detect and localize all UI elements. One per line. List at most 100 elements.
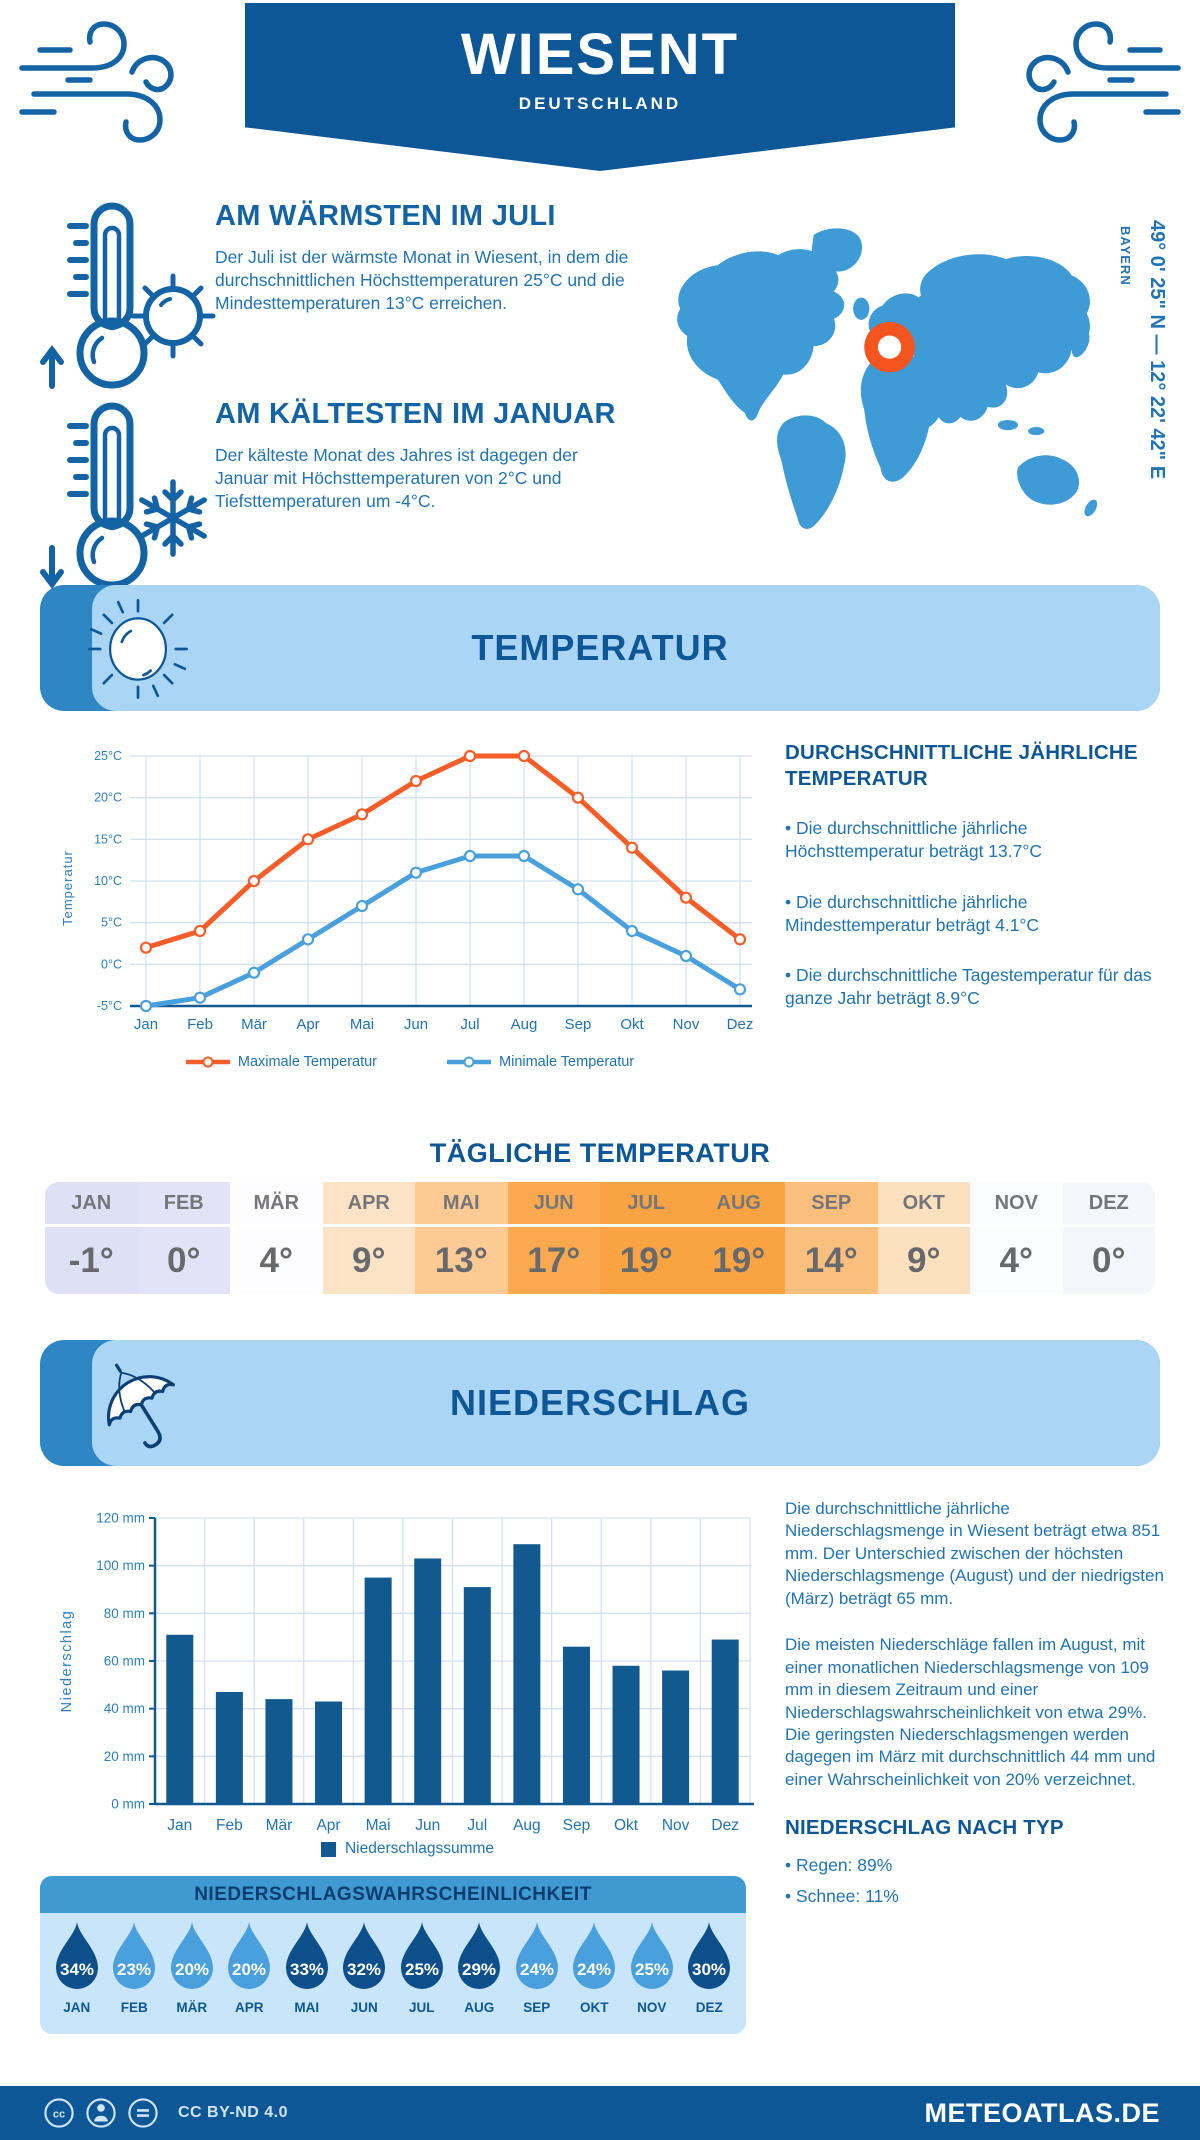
svg-text:Sep: Sep — [565, 1016, 592, 1033]
svg-text:20%: 20% — [175, 1960, 209, 1979]
daily-temperature-cell: JUL 19° — [600, 1182, 693, 1294]
header-banner: WIESENT DEUTSCHLAND — [245, 3, 955, 171]
svg-text:5°C: 5°C — [101, 916, 122, 930]
probability-drop: 32% JUN — [336, 1919, 394, 2015]
svg-text:24%: 24% — [520, 1960, 554, 1979]
svg-text:Jan: Jan — [134, 1016, 158, 1033]
annual-bullet: • Die durchschnittliche jährliche Höchst… — [785, 818, 1042, 861]
svg-text:Temperatur: Temperatur — [60, 850, 75, 926]
daily-temperature-cell: NOV 4° — [970, 1182, 1063, 1294]
svg-text:10°C: 10°C — [94, 874, 122, 888]
svg-text:Dez: Dez — [727, 1016, 754, 1033]
coldest-title: AM KÄLTESTEN IM JANUAR — [215, 398, 616, 430]
precipitation-section-title: NIEDERSCHLAG — [449, 1382, 751, 1423]
svg-text:30%: 30% — [692, 1960, 726, 1979]
probability-drop: 24% SEP — [508, 1919, 566, 2015]
region-label: BAYERN — [1118, 226, 1133, 286]
svg-text:Mär: Mär — [241, 1016, 267, 1033]
warmest-title: AM WÄRMSTEN IM JULI — [215, 200, 556, 232]
svg-text:60 mm: 60 mm — [104, 1654, 145, 1669]
svg-text:29%: 29% — [462, 1960, 496, 1979]
svg-text:Sep: Sep — [563, 1817, 591, 1834]
precipitation-type-bullet: • Schnee: 11% — [785, 1885, 899, 1906]
precipitation-chart: 0 mm 20 mm 40 mm 60 mm 80 mm 100 mm 120 mm Jan F… — [59, 1511, 754, 1834]
svg-text:20%: 20% — [232, 1960, 266, 1979]
svg-text:Feb: Feb — [187, 1016, 213, 1033]
svg-text:Aug: Aug — [513, 1817, 541, 1834]
svg-text:Jul: Jul — [460, 1016, 479, 1033]
svg-text:25°C: 25°C — [94, 749, 122, 763]
svg-text:Jul: Jul — [467, 1817, 487, 1834]
temperature-section-banner: TEMPERATUR — [40, 585, 1160, 711]
probability-drop: 33% MAI — [278, 1919, 336, 2015]
svg-text:100 mm: 100 mm — [96, 1558, 145, 1573]
svg-text:80 mm: 80 mm — [104, 1606, 145, 1621]
precipitation-legend: Niederschlagssumme — [55, 1840, 760, 1858]
legend-item: Minimale Temperatur — [447, 1054, 634, 1070]
cc-license-icons: cc — [42, 2096, 160, 2130]
svg-text:Apr: Apr — [316, 1817, 340, 1834]
location-marker — [864, 321, 915, 373]
probability-drop: 29% AUG — [451, 1919, 509, 2015]
legend-item: Maximale Temperatur — [185, 1054, 377, 1070]
precipitation-type-bullet: • Regen: 89% — [785, 1854, 893, 1875]
svg-text:120 mm: 120 mm — [96, 1511, 145, 1526]
svg-text:15°C: 15°C — [94, 832, 122, 846]
svg-text:40 mm: 40 mm — [104, 1701, 145, 1716]
annual-temperature-title: DURCHSCHNITTLICHE JÄHRLICHE TEMPERATUR — [785, 741, 1138, 790]
svg-text:Mai: Mai — [350, 1016, 374, 1033]
probability-drop: 34% JAN — [48, 1919, 106, 2015]
temperature-chart: -5°C 0°C 5°C 10°C 15°C 20°C 25°C Jan Feb Mär Apr Ma… — [60, 749, 754, 1033]
svg-text:cc: cc — [53, 2108, 65, 2120]
precipitation-paragraph: Die meisten Niederschläge fallen im Augu… — [785, 1635, 1156, 1789]
probability-drops: 34% JAN 23% FEB 20% MÄR 20% APR 33% MAI 32% JUN 25% J… — [40, 1913, 746, 2015]
daily-temperature-cell: APR 9° — [322, 1182, 415, 1294]
probability-title: NIEDERSCHLAGSWAHRSCHEINLICHKEIT — [40, 1876, 746, 1913]
daily-temperature-cell: SEP 14° — [785, 1182, 878, 1294]
svg-text:Jun: Jun — [415, 1817, 440, 1834]
svg-text:34%: 34% — [60, 1960, 94, 1979]
annual-bullet: • Die durchschnittliche jährliche Mindes… — [785, 891, 1040, 935]
svg-text:Niederschlag: Niederschlag — [59, 1610, 75, 1713]
svg-text:Mai: Mai — [366, 1817, 391, 1834]
warmest-text: Der Juli ist der wärmste Monat in Wiesen… — [215, 247, 629, 313]
precipitation-text-column: Die durchschnittliche jährliche Niedersc… — [785, 1498, 1167, 1917]
wind-icon — [14, 16, 184, 151]
precipitation-type-title: NIEDERSCHLAG NACH TYP — [785, 1816, 1064, 1840]
sun-icon — [84, 595, 192, 708]
svg-text:32%: 32% — [347, 1960, 381, 1979]
footer: cc CC BY-ND 4.0 METEOATLAS.DE — [0, 2086, 1200, 2140]
probability-drop: 25% JUL — [393, 1919, 451, 2015]
umbrella-icon — [84, 1350, 192, 1463]
daily-temperature-cell: FEB 0° — [137, 1182, 230, 1294]
page-title: WIESENT — [460, 22, 740, 87]
world-map — [662, 212, 1107, 552]
svg-text:Dez: Dez — [711, 1817, 739, 1834]
thermometer-down-snowflake-icon — [36, 398, 216, 598]
probability-drop: 23% FEB — [106, 1919, 164, 2015]
precipitation-paragraph: Die durchschnittliche jährliche Niedersc… — [785, 1499, 1164, 1608]
svg-text:24%: 24% — [577, 1960, 611, 1979]
svg-text:Feb: Feb — [216, 1817, 243, 1834]
attribution-icon — [86, 2098, 116, 2128]
svg-text:0 mm: 0 mm — [111, 1797, 145, 1812]
svg-text:Apr: Apr — [296, 1016, 319, 1033]
daily-temperature-cell: MÄR 4° — [230, 1182, 323, 1294]
daily-temperature-table: JAN -1° FEB 0° MÄR 4° APR 9° MAI 13° JUN 17° JUL 19° A… — [45, 1182, 1155, 1294]
daily-temperature-cell: OKT 9° — [877, 1182, 970, 1294]
svg-text:Nov: Nov — [673, 1016, 700, 1033]
no-derivatives-icon — [128, 2098, 158, 2128]
svg-text:Nov: Nov — [662, 1817, 690, 1834]
temperature-section-title: TEMPERATUR — [471, 627, 729, 668]
svg-text:-5°C: -5°C — [97, 999, 122, 1013]
thermometer-up-sun-icon — [36, 198, 216, 398]
wind-icon — [1016, 16, 1186, 151]
cc-icon: cc — [44, 2098, 74, 2128]
svg-text:20 mm: 20 mm — [104, 1749, 145, 1764]
legend-label: Niederschlagssumme — [344, 1840, 495, 1857]
legend-swatch — [320, 1841, 336, 1857]
probability-panel: NIEDERSCHLAGSWAHRSCHEINLICHKEIT 34% JAN 23… — [40, 1876, 746, 2034]
daily-temperature-cell: DEZ 0° — [1062, 1182, 1155, 1294]
probability-drop: 25% NOV — [623, 1919, 681, 2015]
probability-drop: 20% APR — [221, 1919, 279, 2015]
